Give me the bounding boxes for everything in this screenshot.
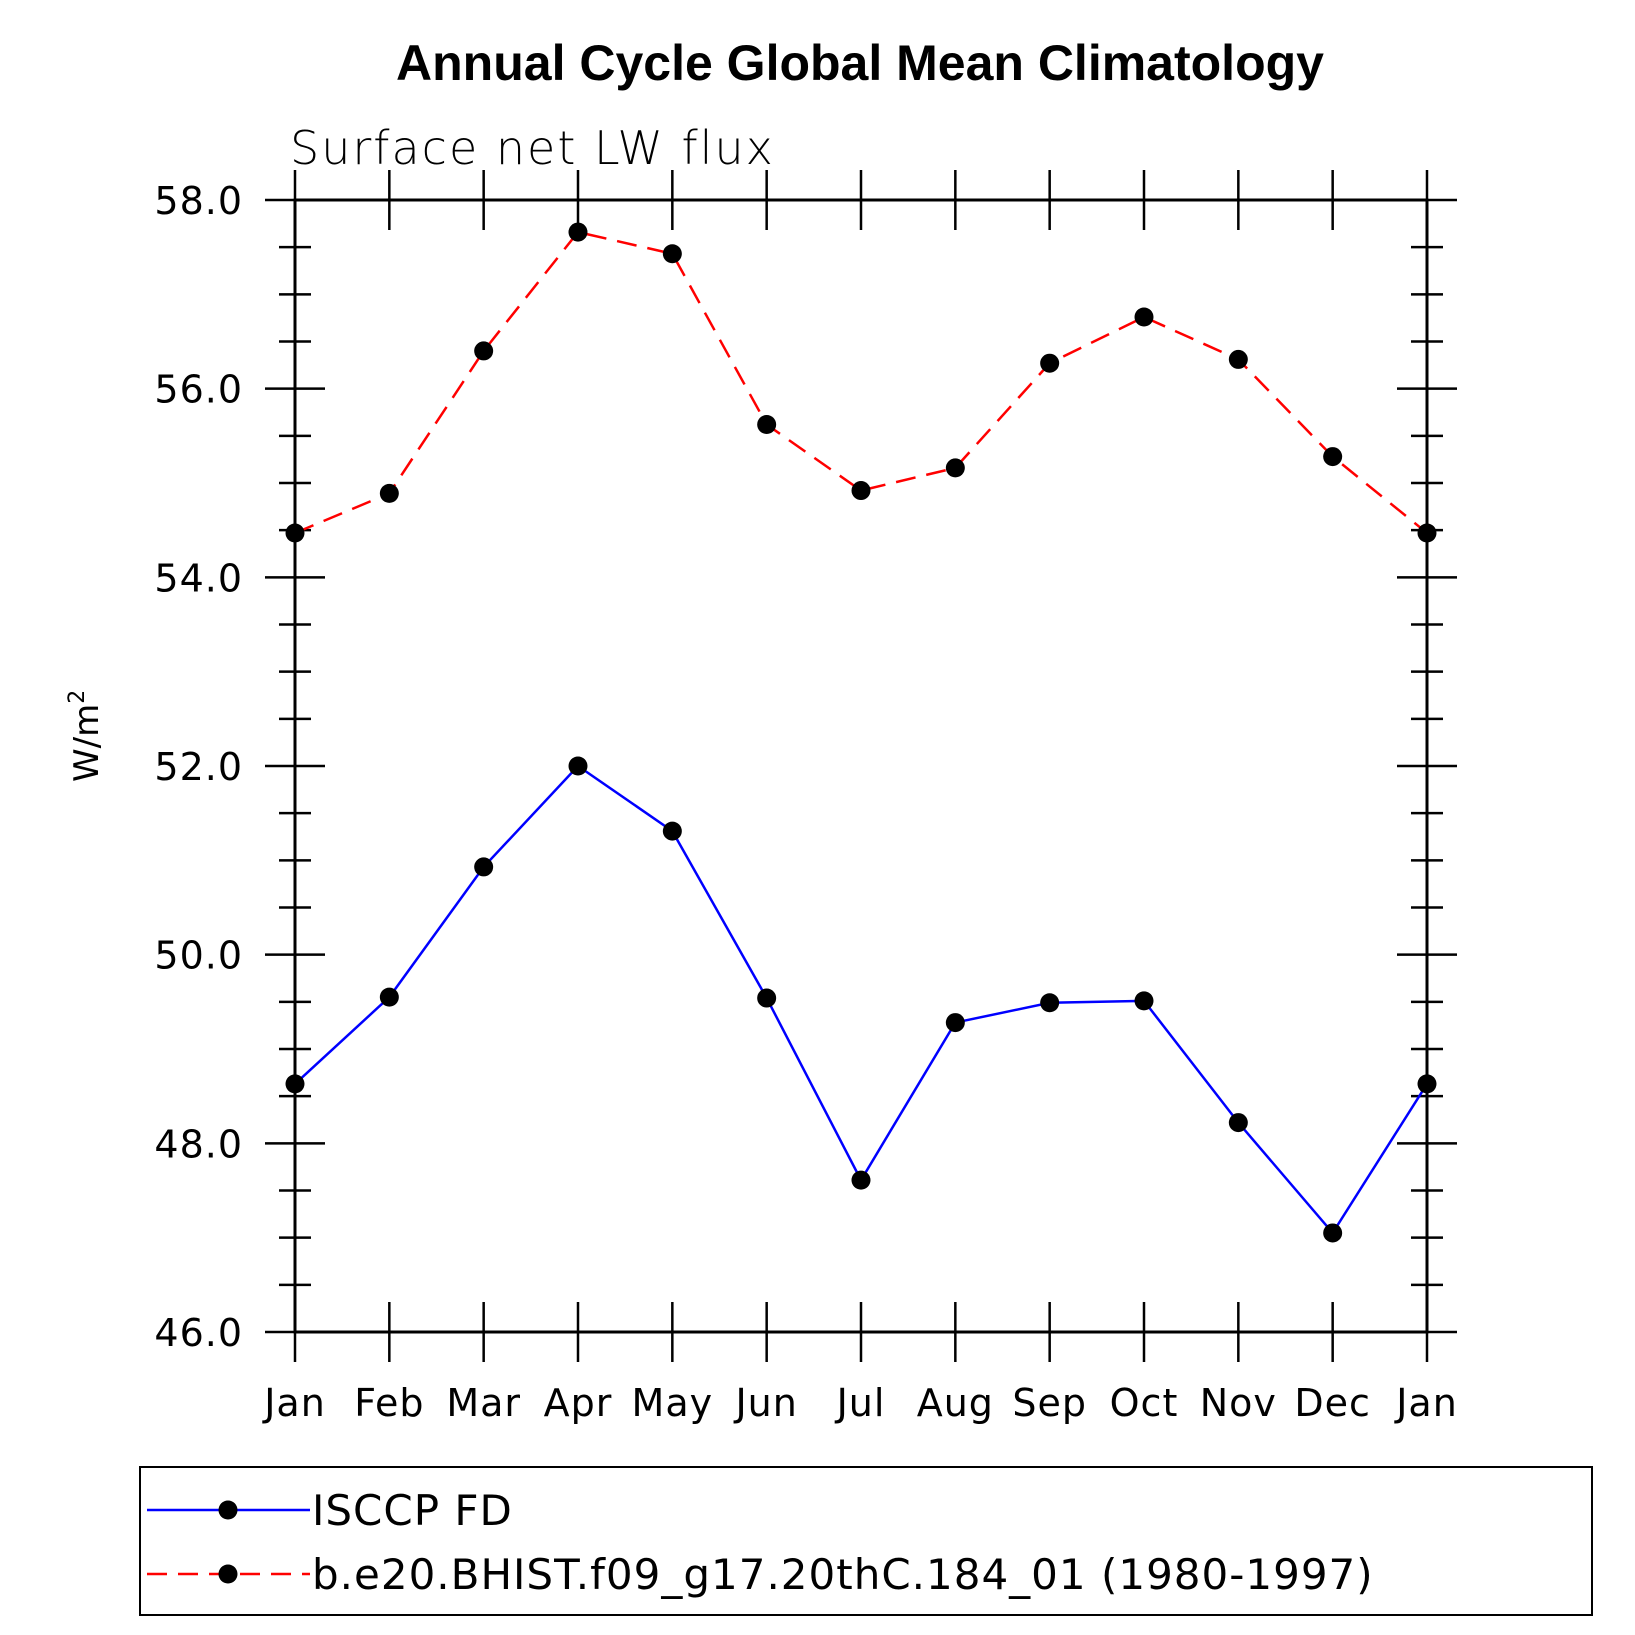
x-tick-label: Feb — [354, 1381, 424, 1425]
x-tick-label: Jun — [733, 1381, 797, 1425]
data-point — [379, 987, 399, 1007]
x-tick-label: Apr — [544, 1381, 613, 1425]
data-point — [474, 857, 494, 877]
data-point — [1323, 447, 1343, 467]
x-tick-label: Sep — [1012, 1381, 1087, 1425]
data-point — [1417, 1074, 1437, 1094]
data-point — [662, 821, 682, 841]
x-tick-label: Aug — [917, 1381, 994, 1425]
x-tick-label: May — [632, 1381, 714, 1425]
y-tick-label: 58.0 — [154, 179, 243, 223]
data-point — [945, 458, 965, 478]
legend-marker-2 — [218, 1564, 238, 1584]
legend-label-1: ISCCP FD — [312, 1486, 513, 1535]
chart-subtitle: Surface net LW flux — [290, 121, 775, 175]
data-point — [1228, 1113, 1248, 1133]
legend: ISCCP FD b.e20.BHIST.f09_g17.20thC.184_01… — [139, 1466, 1593, 1616]
chart-title: Annual Cycle Global Mean Climatology — [396, 35, 1324, 91]
x-tick-label: Jan — [262, 1381, 326, 1425]
data-point — [474, 341, 494, 361]
x-tick-label: Oct — [1110, 1381, 1179, 1425]
data-point — [757, 415, 777, 435]
data-point — [1417, 523, 1437, 543]
data-point — [1040, 353, 1060, 373]
data-point — [1228, 349, 1248, 369]
svg-text:W/m2: W/m2 — [65, 690, 107, 782]
data-point — [1134, 307, 1154, 327]
data-point — [757, 988, 777, 1008]
x-tick-label: Dec — [1294, 1381, 1371, 1425]
data-point — [662, 244, 682, 264]
series-line-1 — [294, 764, 1429, 1236]
legend-label-2: b.e20.BHIST.f09_g17.20thC.184_01 (1980-1… — [312, 1550, 1374, 1599]
data-point — [1134, 991, 1154, 1011]
data-point — [568, 222, 588, 242]
data-point — [568, 756, 588, 776]
y-tick-label: 56.0 — [154, 368, 243, 412]
y-axis-title: W/m2 — [65, 690, 107, 782]
plot-frame — [293, 198, 1429, 1334]
data-point — [1323, 1223, 1343, 1243]
data-point — [1040, 993, 1060, 1013]
x-tick-label: Jan — [1394, 1381, 1458, 1425]
y-tick-label: 54.0 — [154, 556, 243, 600]
data-point — [379, 483, 399, 503]
data-point — [285, 523, 305, 543]
data-point — [851, 1170, 871, 1190]
data-point — [945, 1013, 965, 1033]
y-axis-label: W/m — [67, 704, 107, 782]
legend-marker-1 — [218, 1500, 238, 1520]
legend-box — [139, 1466, 1593, 1616]
x-tick-label: Mar — [446, 1381, 521, 1425]
x-tick-label: Jul — [835, 1381, 886, 1425]
y-tick-label: 50.0 — [154, 934, 243, 978]
y-axis-label-superscript: 2 — [65, 690, 90, 704]
series-layer — [285, 222, 1437, 1243]
data-point — [851, 481, 871, 501]
x-tick-label: Nov — [1200, 1381, 1277, 1425]
plot-area: 46.0 48.0 50.0 52.0 54.0 56.0 58.0 Jan Feb Mar Apr… — [154, 170, 1457, 1425]
y-tick-label: 52.0 — [154, 745, 243, 789]
y-tick-label: 48.0 — [154, 1122, 243, 1166]
y-tick-label: 46.0 — [154, 1311, 243, 1355]
data-point — [285, 1074, 305, 1094]
